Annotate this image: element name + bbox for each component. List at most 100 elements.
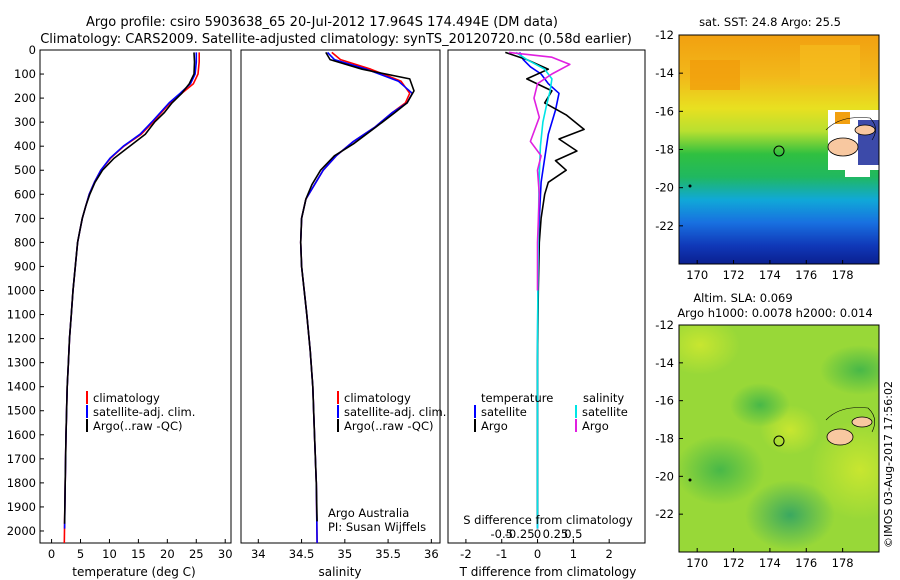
salinity-profiles — [299, 51, 415, 543]
depth-tick-label: 1100 — [7, 308, 36, 322]
legend-label-climatology: climatology — [93, 391, 160, 405]
fiji-island — [827, 137, 859, 157]
lat-tick-label: -22 — [655, 219, 674, 233]
fiji-island-north — [854, 124, 876, 136]
x-tick-label: 0 — [48, 547, 55, 561]
sst-warm-patch — [690, 60, 740, 90]
legend-label-satellite: satellite-adj. clim. — [93, 405, 195, 419]
lat-tick-label: -18 — [655, 432, 674, 446]
lon-tick-label: 178 — [832, 268, 854, 282]
x-tick-label: 25 — [189, 547, 204, 561]
series-line-salinity-argo — [508, 51, 571, 291]
lon-tick-label: 176 — [795, 268, 817, 282]
depth-tick-label: 1900 — [7, 500, 36, 514]
sla-map-title: Altim. SLA: 0.069 — [693, 291, 792, 305]
x-tick-label: 20 — [160, 547, 175, 561]
header-line-1: Argo profile: csiro 5903638_65 20-Jul-20… — [86, 15, 558, 30]
small-islands — [688, 184, 692, 188]
depth-tick-label: 500 — [14, 163, 36, 177]
sla-low-2 — [679, 435, 765, 505]
sst-map-field — [679, 35, 879, 264]
x-tick-label: 15 — [131, 547, 146, 561]
depth-tick-label: 700 — [14, 211, 36, 225]
x-tick-label: -2 — [460, 547, 471, 561]
small-islands — [688, 478, 692, 482]
difference-panel: -2 -1 0 1 2 temperature salinity satellite A… — [447, 49, 646, 579]
legend-label-climatology: climatology — [344, 391, 411, 405]
salinity-panel: 34 34.5 35 35.5 36 climatology satellite-adj… — [240, 49, 446, 579]
sst-warm-patch-2 — [800, 45, 860, 85]
x-tick-label: 10 — [102, 547, 117, 561]
lat-tick-label: -20 — [655, 181, 674, 195]
depth-tick-label: 1800 — [7, 476, 36, 490]
sst-map-panel: sat. SST: 24.8 Argo: 25.5 170 172 174 176 17… — [655, 15, 880, 282]
x-tick-label: 35.5 — [375, 547, 401, 561]
sst-map-axes: 170 172 174 176 178 -12 -14 -16 -18 -20 -22 — [655, 28, 853, 282]
difference-profiles — [505, 51, 585, 529]
legend-label-argo: Argo(..raw -QC) — [93, 419, 183, 433]
depth-tick-label: 1600 — [7, 428, 36, 442]
lon-tick-label: 176 — [795, 556, 817, 570]
depth-tick-label: 300 — [14, 115, 36, 129]
x-tick-label: 34 — [251, 547, 266, 561]
legend-label-argo: Argo(..raw -QC) — [344, 419, 434, 433]
depth-tick-label: 400 — [14, 139, 36, 153]
fiji-island-north — [851, 416, 873, 428]
lat-tick-label: -20 — [655, 469, 674, 483]
sla-map-axes: 170 172 174 176 178 -12 -14 -16 -18 -20 -22 — [655, 318, 853, 570]
lat-tick-label: -12 — [655, 28, 674, 42]
sla-low-4 — [820, 345, 879, 395]
legend-label-salinity-argo: Argo — [582, 419, 609, 433]
lat-tick-label: -14 — [655, 66, 674, 80]
land-mask-edge — [845, 165, 870, 177]
x-tick-label: 35 — [338, 547, 353, 561]
salinity-legend: climatology satellite-adj. clim. Argo(..… — [337, 391, 446, 433]
sla-low-1 — [730, 383, 790, 427]
temperature-x-label: temperature (deg C) — [72, 565, 195, 579]
x-tick-label: 2 — [606, 547, 613, 561]
sla-high-1 — [679, 325, 740, 375]
argo-credit-line-2: PI: Susan Wijffels — [328, 520, 426, 534]
depth-tick-label: 1500 — [7, 404, 36, 418]
legend-label-temperature-satellite: satellite — [481, 405, 527, 419]
sla-high-2 — [810, 420, 879, 520]
lon-tick-label: 178 — [832, 556, 854, 570]
depth-tick-label: 1700 — [7, 452, 36, 466]
salinity-x-axis: 34 34.5 35 35.5 36 — [251, 539, 439, 561]
depth-tick-label: 800 — [14, 235, 36, 249]
argo-location-marker — [773, 145, 785, 157]
temperature-legend: climatology satellite-adj. clim. Argo(..… — [86, 391, 195, 433]
depth-tick-label: 1200 — [7, 332, 36, 346]
depth-tick-label: 600 — [14, 187, 36, 201]
lon-tick-label: 170 — [686, 556, 708, 570]
header-line-2: Climatology: CARS2009. Satellite-adjuste… — [40, 32, 632, 47]
lat-tick-label: -18 — [655, 143, 674, 157]
x-tick-label: 34.5 — [289, 547, 315, 561]
s-difference-tick-label: 0.25 — [543, 527, 569, 541]
sla-map-panel: Altim. SLA: 0.069 Argo h1000: 0.0078 h20… — [655, 291, 880, 570]
fiji-island — [826, 428, 854, 446]
s-difference-label: S difference from climatology — [463, 513, 633, 527]
depth-tick-label: 0 — [29, 43, 36, 57]
lon-tick-label: 174 — [759, 268, 781, 282]
lat-tick-label: -14 — [655, 356, 674, 370]
temperature-x-axis: 0 5 10 15 20 25 30 — [48, 539, 233, 561]
x-tick-label: 30 — [218, 547, 233, 561]
sst-map-title: sat. SST: 24.8 Argo: 25.5 — [699, 15, 841, 29]
lon-tick-label: 172 — [723, 556, 745, 570]
lat-tick-label: -22 — [655, 507, 674, 521]
s-difference-tick-label: 0.5 — [564, 527, 582, 541]
depth-tick-label: 200 — [14, 91, 36, 105]
depth-tick-label: 2000 — [7, 524, 36, 538]
difference-plot-frame — [447, 49, 646, 544]
lat-tick-label: -12 — [655, 318, 674, 332]
imos-credit: ©IMOS 03-Aug-2017 17:56:02 — [882, 381, 895, 548]
x-tick-label: 36 — [424, 547, 439, 561]
series-line-argo-raw-qc- — [299, 51, 415, 522]
s-difference-tick-label: 0 — [534, 527, 541, 541]
reef-outline — [825, 117, 876, 141]
argo-location-marker — [773, 435, 785, 447]
difference-legend: temperature salinity satellite Argo sate… — [474, 391, 628, 433]
depth-axis: 0 100 200 300 400 500 600 700 800 900 1000 1100 1200… — [7, 43, 452, 538]
